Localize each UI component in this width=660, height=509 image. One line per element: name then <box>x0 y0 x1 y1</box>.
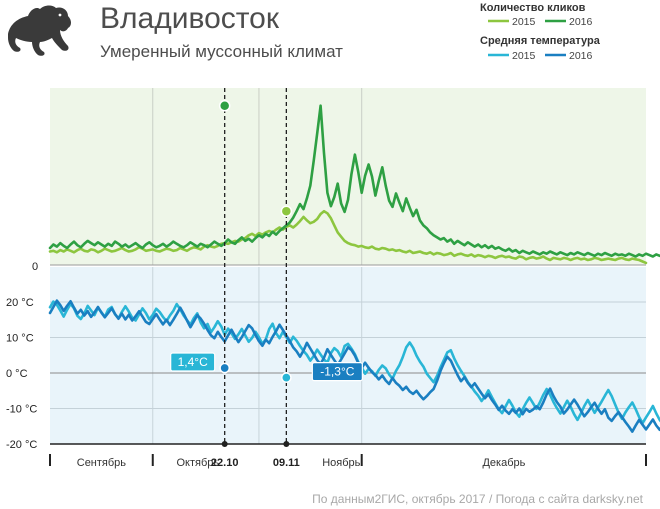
temperature-y-tick-label: -10 °C <box>6 404 37 416</box>
month-label-october: Октябрь <box>176 457 219 469</box>
temperature-callout-22-10: 1,4°C <box>170 352 216 372</box>
temperature-y-tick-label: 0 °C <box>6 368 28 380</box>
callout-box <box>170 352 216 372</box>
clicks-y-tick-0: 0 <box>32 261 38 273</box>
temperature-y-tick-label: 10 °C <box>6 333 34 345</box>
legend-label-temp-2015: 2015 <box>512 50 536 62</box>
page-subtitle: Умеренный муссонный климат <box>100 42 343 61</box>
month-label-november: Ноябрь <box>322 457 360 469</box>
series-layer <box>48 104 660 433</box>
series-temp-2016 <box>48 299 660 433</box>
legend-label-clicks-2016: 2016 <box>569 16 593 28</box>
callout-box <box>311 362 363 382</box>
grid <box>152 88 363 444</box>
legend-clicks-title: Количество кликов <box>480 2 586 14</box>
series-clicks-2015 <box>48 209 648 265</box>
footer-source: По данным2ГИС, октябрь 2017 / Погода с с… <box>312 492 643 506</box>
temperature-y-tick-label: 20 °C <box>6 297 34 309</box>
panther-logo-icon <box>8 5 71 56</box>
legend-label-clicks-2015: 2015 <box>512 16 536 28</box>
callout-text: 1,4°C <box>178 355 208 369</box>
date-label-09-11: 09.11 <box>273 457 300 469</box>
clicks-panel <box>50 88 646 265</box>
date-guides <box>218 88 293 447</box>
temperature-panel <box>50 267 646 444</box>
clicks-peak-marker <box>280 205 293 217</box>
page-title: Владивосток <box>100 2 280 35</box>
legend: Количество кликов 2015 2016 Средняя темп… <box>480 2 601 62</box>
temperature-callout-09-11: -1,3°C <box>311 362 363 382</box>
clicks-peak-marker <box>218 99 231 112</box>
temperature-y-tick-label: -20 °C <box>6 439 37 451</box>
callout-text: -1,3°C <box>320 365 354 379</box>
legend-temp-title: Средняя температура <box>480 35 601 47</box>
month-label-september: Сентябрь <box>77 457 127 469</box>
date-label-22-10: 22.10 <box>211 457 239 469</box>
legend-label-temp-2016: 2016 <box>569 50 593 62</box>
temperature-date-marker <box>219 362 231 374</box>
x-axis <box>49 443 647 466</box>
month-label-december: Декабрь <box>482 457 525 469</box>
series-clicks-2016 <box>48 104 660 258</box>
temperature-date-marker <box>280 372 292 383</box>
series-temp-2015 <box>48 300 660 425</box>
